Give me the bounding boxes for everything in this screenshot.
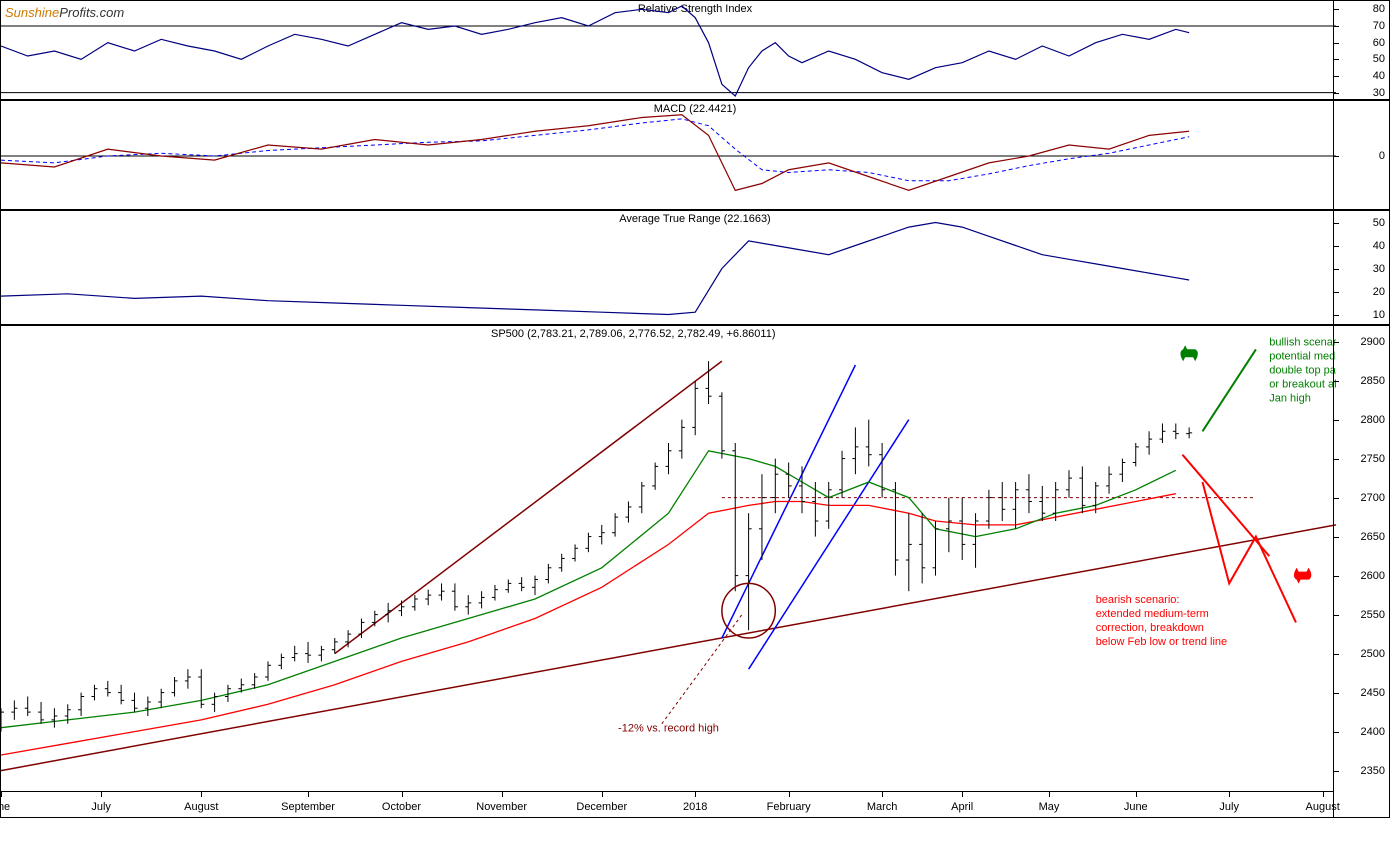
- watermark-profits: Profits.com: [59, 5, 124, 20]
- x-tick-label: March: [867, 801, 898, 813]
- svg-text:bearish scenario:: bearish scenario:: [1096, 594, 1180, 606]
- rsi-panel: Relative Strength Index 304050607080: [0, 0, 1390, 100]
- x-tick-label: April: [951, 801, 973, 813]
- x-tick-label: August: [184, 801, 218, 813]
- price-panel: SP500 (2,783.21, 2,789.06, 2,776.52, 2,7…: [0, 325, 1390, 818]
- y-tick-label: 20: [1373, 286, 1385, 298]
- y-tick-label: 2600: [1361, 570, 1385, 582]
- y-tick-label: 50: [1373, 53, 1385, 65]
- y-tick-label: 80: [1373, 3, 1385, 15]
- price-chart: -12% vs. record high bullish scenario: pot…: [1, 326, 1336, 794]
- x-tick-label: May: [1039, 801, 1060, 813]
- atr-yaxis: 10 20 30 40 50: [1333, 211, 1389, 324]
- x-tick-label: February: [767, 801, 811, 813]
- x-axis: une July August September October November Dec…: [1, 791, 1334, 817]
- macd-yaxis: 0: [1333, 101, 1389, 209]
- price-yaxis: 2350 2400 2450 2500 2550 2600 2650 2700 2750 2800…: [1333, 326, 1389, 817]
- y-tick-label: 2700: [1361, 492, 1385, 504]
- watermark: SunshineProfits.com: [5, 5, 124, 20]
- y-tick-label: 2900: [1361, 336, 1385, 348]
- x-tick-label: November: [476, 801, 527, 813]
- y-tick-label: 2400: [1361, 726, 1385, 738]
- atr-chart: [1, 211, 1336, 326]
- y-tick-label: 2800: [1361, 414, 1385, 426]
- svg-text:-12% vs. record high: -12% vs. record high: [618, 723, 719, 735]
- x-tick-label: September: [281, 801, 335, 813]
- y-tick-label: 2450: [1361, 687, 1385, 699]
- y-tick-label: 2500: [1361, 648, 1385, 660]
- y-tick-label: 2750: [1361, 453, 1385, 465]
- svg-text:below Feb low or trend line: below Feb low or trend line: [1096, 636, 1227, 648]
- svg-text:Jan high: Jan high: [1269, 393, 1311, 405]
- y-tick-label: 50: [1373, 217, 1385, 229]
- y-tick-label: 2550: [1361, 609, 1385, 621]
- x-tick-label: August: [1306, 801, 1340, 813]
- y-tick-label: 30: [1373, 87, 1385, 99]
- y-tick-label: 2350: [1361, 765, 1385, 777]
- macd-panel: MACD (22.4421) 0: [0, 100, 1390, 210]
- x-tick-label: une: [0, 801, 10, 813]
- svg-text:extended medium-term: extended medium-term: [1096, 608, 1209, 620]
- y-tick-label: 2850: [1361, 375, 1385, 387]
- y-tick-label: 0: [1379, 150, 1385, 162]
- rsi-yaxis: 30 40 50 60 70 80: [1333, 1, 1389, 99]
- x-tick-label: July: [1219, 801, 1239, 813]
- watermark-sunshine: Sunshine: [5, 5, 59, 20]
- svg-text:potential medium-term: potential medium-term: [1269, 351, 1336, 363]
- atr-panel: Average True Range (22.1663) 1020304050: [0, 210, 1390, 325]
- y-tick-label: 60: [1373, 37, 1385, 49]
- y-tick-label: 40: [1373, 240, 1385, 252]
- svg-text:or breakout above: or breakout above: [1269, 379, 1336, 391]
- y-tick-label: 2650: [1361, 531, 1385, 543]
- x-tick-label: June: [1124, 801, 1148, 813]
- y-tick-label: 30: [1373, 263, 1385, 275]
- y-tick-label: 10: [1373, 309, 1385, 321]
- rsi-chart: [1, 1, 1336, 101]
- x-tick-label: December: [576, 801, 627, 813]
- x-tick-label: October: [382, 801, 421, 813]
- y-tick-label: 40: [1373, 70, 1385, 82]
- x-tick-label: July: [91, 801, 111, 813]
- y-tick-label: 70: [1373, 20, 1385, 32]
- svg-text:double top pattern: double top pattern: [1269, 365, 1336, 377]
- svg-text:bullish scenario:: bullish scenario:: [1269, 337, 1336, 349]
- svg-text:correction, breakdown: correction, breakdown: [1096, 622, 1204, 634]
- macd-chart: [1, 101, 1336, 211]
- x-tick-label: 2018: [683, 801, 707, 813]
